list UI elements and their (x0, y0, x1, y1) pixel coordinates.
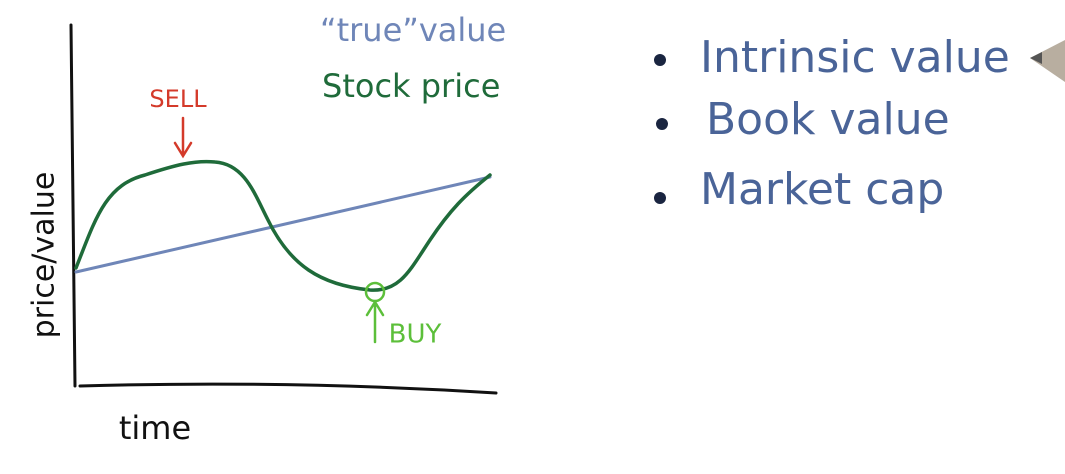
legend-true-value: “true”value (320, 11, 506, 49)
bullet-dot (654, 54, 666, 66)
y-axis (69, 23, 77, 388)
buy-label: BUY (389, 320, 442, 350)
buy-arrow (365, 299, 385, 344)
bullet-text: Market cap (700, 164, 944, 215)
bullet-dot (656, 118, 668, 130)
stock-price-curve (74, 159, 492, 292)
bullet-dot (654, 192, 666, 204)
sell-label: SELL (149, 85, 207, 113)
pen (1030, 40, 1065, 82)
x-axis-label: time (119, 409, 191, 447)
sell-arrow (173, 116, 193, 159)
bullet-text: Book value (706, 94, 950, 145)
true-value-line (74, 175, 492, 274)
bullet-text: Intrinsic value (700, 32, 1010, 83)
y-axis-label: price/value (27, 172, 62, 339)
x-axis (78, 382, 498, 395)
legend-stock-price: Stock price (322, 67, 500, 105)
pen-tip (1030, 52, 1042, 64)
